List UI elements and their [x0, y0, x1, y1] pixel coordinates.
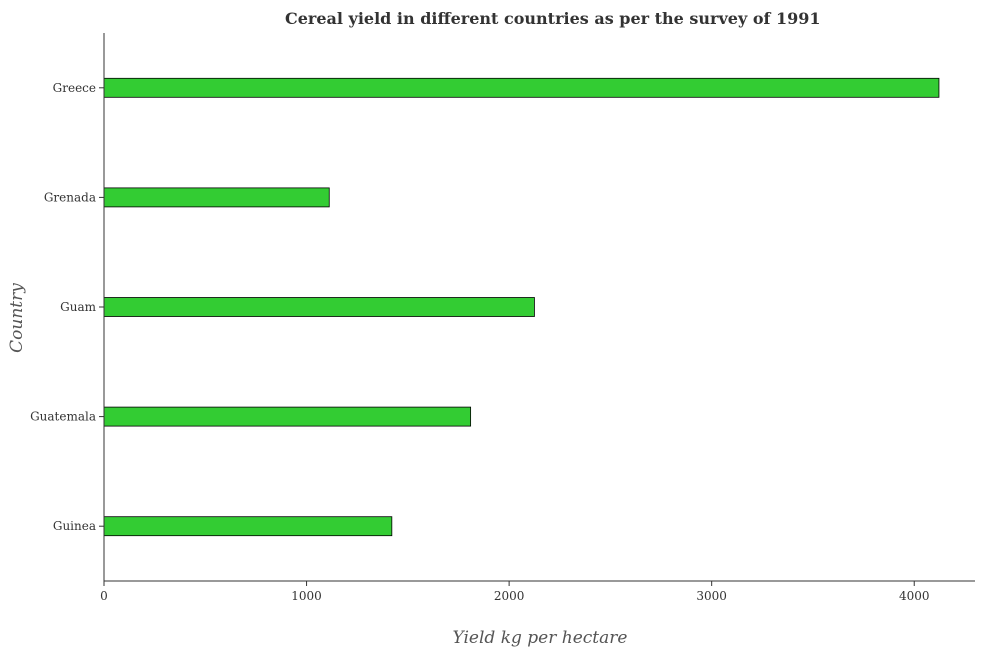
chart-title: Cereal yield in different countries as p…: [285, 9, 820, 28]
x-tick-label: 0: [100, 589, 108, 603]
bar-greece: [103, 77, 940, 98]
y-tick-label: Guinea: [53, 519, 96, 533]
y-tick-label: Guam: [60, 300, 96, 314]
y-axis-label: Country: [7, 283, 27, 353]
x-axis-label: Yield kg per hectare: [453, 628, 628, 648]
x-tick-label: 2000: [494, 589, 525, 603]
x-tick-label: 1000: [291, 589, 322, 603]
y-tick-label: Guatemala: [30, 410, 96, 424]
bar-guatemala: [103, 406, 472, 427]
y-tick-label: Grenada: [44, 190, 96, 204]
x-tick-label: 4000: [899, 589, 930, 603]
y-tick-label: Greece: [53, 81, 96, 95]
bars-group: [103, 77, 940, 537]
x-ticks-group: 0 1000 2000 3000 4000: [100, 581, 930, 603]
bar-guinea: [103, 516, 393, 537]
x-tick-label: 3000: [696, 589, 727, 603]
bar-guam: [103, 297, 535, 317]
bar-grenada: [103, 187, 330, 208]
y-ticks-group: Greece Grenada Guam Guatemala Guinea: [30, 81, 104, 533]
